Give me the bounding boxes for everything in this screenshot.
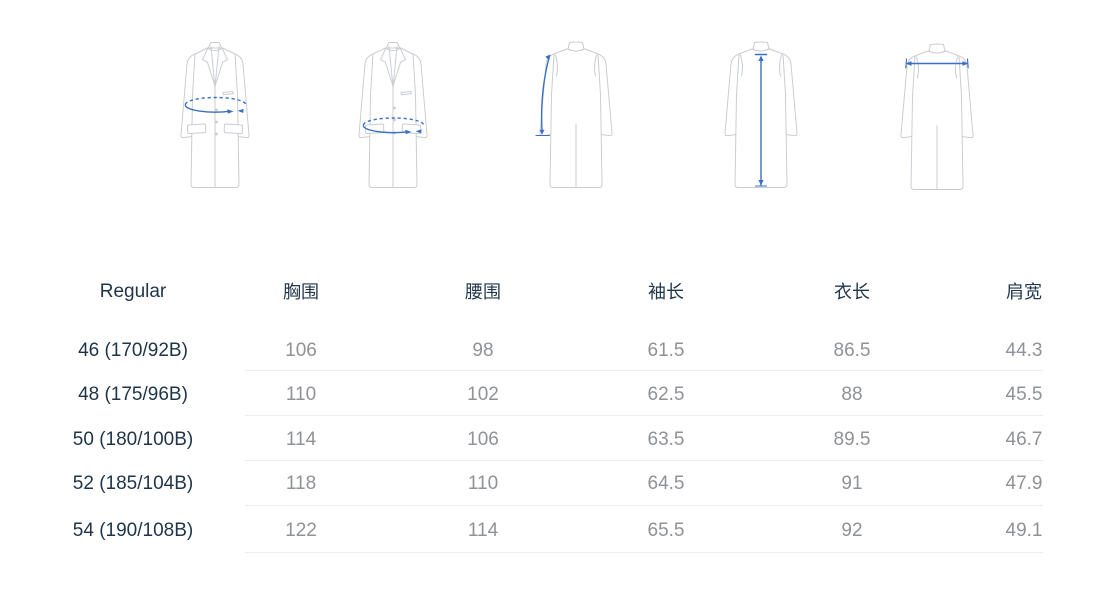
size-label: 48 (175/96B)	[78, 384, 188, 405]
waist-value: 102	[467, 384, 499, 405]
length-value: 92	[841, 520, 863, 541]
size-label: 50 (180/100B)	[72, 429, 194, 450]
coat-back-length-diagram	[716, 40, 806, 195]
coat-front-waist-icon	[358, 42, 428, 188]
fit-label: Regular	[99, 281, 167, 302]
coat-front-chest-measure-diagram	[170, 40, 260, 195]
row-divider	[245, 370, 1043, 371]
table-row: 54 (190/108B) 122 114 65.5 92 49.1	[0, 518, 1106, 544]
column-header-shoulder: 肩宽	[1006, 282, 1042, 302]
shoulder-value: 45.5	[1005, 384, 1043, 405]
coat-back-sleeve-icon	[535, 41, 613, 188]
coat-back-length-icon	[724, 41, 798, 188]
sleeve-value: 64.5	[647, 473, 685, 494]
length-value: 88	[841, 384, 863, 405]
chest-value: 118	[285, 473, 317, 494]
sleeve-value: 62.5	[647, 384, 685, 405]
length-value: 89.5	[833, 429, 871, 450]
shoulder-value: 44.3	[1005, 340, 1043, 361]
column-header-length: 衣长	[834, 282, 870, 302]
table-row: 50 (180/100B) 114 106 63.5 89.5 46.7	[0, 427, 1106, 453]
size-label: 46 (170/92B)	[78, 340, 188, 361]
table-row: 52 (185/104B) 118 110 64.5 91 47.9	[0, 471, 1106, 497]
coat-back-shoulder-width-diagram	[892, 42, 982, 197]
row-divider	[245, 505, 1043, 506]
chest-value: 110	[285, 384, 317, 405]
coat-front-waist-measure-diagram	[348, 40, 438, 195]
size-label: 54 (190/108B)	[72, 520, 194, 541]
sleeve-value: 63.5	[647, 429, 685, 450]
sleeve-value: 65.5	[647, 520, 685, 541]
chest-value: 114	[285, 429, 317, 450]
shoulder-value: 49.1	[1005, 520, 1043, 541]
waist-value: 106	[467, 429, 499, 450]
table-row: 46 (170/92B) 106 98 61.5 86.5 44.3	[0, 338, 1106, 364]
waist-value: 98	[472, 340, 494, 361]
shoulder-value: 46.7	[1005, 429, 1043, 450]
size-label: 52 (185/104B)	[72, 473, 194, 494]
table-header-row: Regular 胸围 腰围 袖长 衣长 肩宽	[0, 279, 1106, 305]
column-header-chest: 胸围	[283, 282, 319, 302]
coat-back-shoulder-icon	[900, 43, 974, 190]
sleeve-value: 61.5	[647, 340, 685, 361]
row-divider	[245, 460, 1043, 461]
coat-back-sleeve-length-diagram	[531, 40, 621, 195]
column-header-sleeve: 袖长	[648, 282, 684, 302]
table-row: 48 (175/96B) 110 102 62.5 88 45.5	[0, 382, 1106, 408]
waist-value: 110	[467, 473, 499, 494]
coat-front-chest-icon	[180, 42, 250, 188]
column-header-waist: 腰围	[465, 282, 501, 302]
chest-value: 122	[285, 520, 317, 541]
length-value: 86.5	[833, 340, 871, 361]
row-divider	[245, 415, 1043, 416]
length-value: 91	[841, 473, 863, 494]
waist-value: 114	[467, 520, 499, 541]
shoulder-value: 47.9	[1005, 473, 1043, 494]
row-divider	[245, 552, 1043, 553]
chest-value: 106	[285, 340, 317, 361]
